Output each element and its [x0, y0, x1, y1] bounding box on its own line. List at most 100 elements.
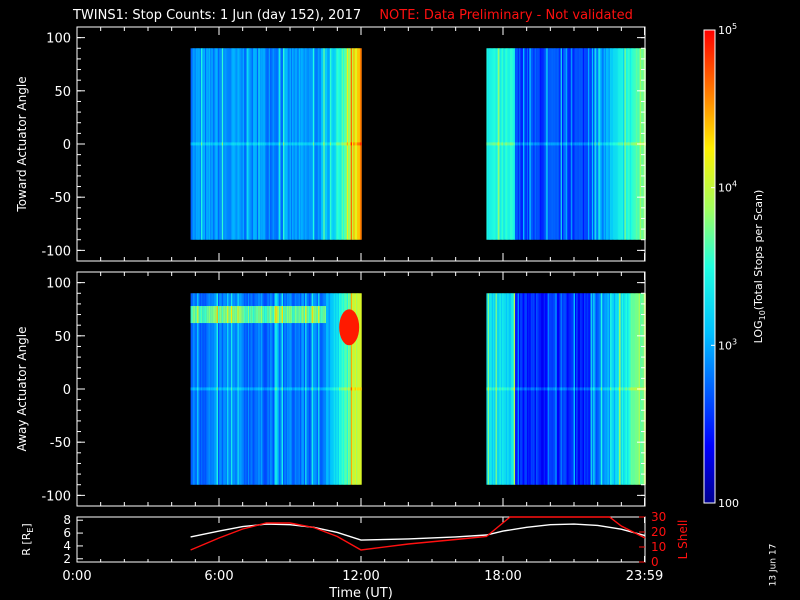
heatmap-zero-band	[571, 387, 573, 391]
heatmap-zero-band	[240, 142, 242, 146]
heatmap-zero-band	[558, 142, 560, 146]
heatmap-zero-band	[263, 387, 266, 391]
heatmap-zero-band	[558, 387, 560, 391]
heatmap-zero-band	[193, 387, 196, 391]
heatmap-zero-band	[273, 142, 276, 146]
heatmap-zero-band	[294, 387, 297, 391]
colorbar-tick-base: 10	[718, 182, 732, 195]
heatmap-high-band	[221, 306, 224, 324]
heatmap-zero-band	[279, 387, 282, 391]
heatmap-zero-band	[499, 387, 502, 391]
heatmap-zero-band	[542, 142, 545, 146]
heatmap-high-band	[220, 306, 223, 324]
heatmap-zero-band	[595, 387, 598, 391]
heatmap-zero-band	[322, 142, 324, 146]
heatmap-zero-band	[292, 142, 295, 146]
heatmap-zero-band	[508, 387, 511, 391]
heatmap-high-band	[322, 306, 324, 324]
heatmap-zero-band	[505, 142, 508, 146]
heatmap-zero-band	[285, 387, 288, 391]
heatmap-hot-spot	[339, 309, 360, 346]
heatmap-zero-band	[353, 142, 356, 146]
heatmap-zero-band	[494, 142, 497, 146]
heatmap-zero-band	[572, 387, 575, 391]
heatmap-zero-band	[513, 387, 516, 391]
heatmap-zero-band	[511, 142, 514, 146]
heatmap-zero-band	[546, 142, 549, 146]
heatmap-zero-band	[319, 142, 322, 146]
heatmap-high-band	[223, 306, 226, 324]
heatmap-zero-band	[503, 142, 506, 146]
heatmap-zero-band	[613, 142, 616, 146]
heatmap-zero-band	[530, 142, 533, 146]
heatmap-zero-band	[598, 142, 601, 146]
heatmap-high-band	[230, 306, 233, 324]
colorbar-tick-label: 104	[718, 180, 737, 195]
heatmap-zero-band	[298, 387, 301, 391]
heatmap-zero-band	[230, 142, 233, 146]
heatmap-zero-band	[233, 142, 236, 146]
heatmap-high-band	[267, 306, 270, 324]
heatmap-zero-band	[354, 387, 357, 391]
heatmap-zero-band	[568, 387, 571, 391]
heatmap-zero-band	[620, 387, 623, 391]
y2-axis-label: L Shell	[676, 520, 690, 560]
heatmap-zero-band	[216, 387, 219, 391]
heatmap-zero-band	[264, 387, 267, 391]
heatmap-zero-band	[581, 387, 584, 391]
heatmap-zero-band	[574, 387, 577, 391]
heatmap-zero-band	[355, 142, 358, 146]
heatmap-zero-band	[627, 387, 629, 391]
heatmap-high-band	[270, 306, 272, 324]
heatmap-zero-band	[256, 387, 259, 391]
heatmap-zero-band	[211, 387, 214, 391]
heatmap-zero-band	[249, 387, 252, 391]
heatmap-zero-band	[277, 387, 280, 391]
heatmap-high-band	[251, 306, 254, 324]
y-axis-label: Toward Actuator Angle	[15, 76, 29, 212]
heatmap-zero-band	[606, 142, 609, 146]
heatmap-zero-band	[633, 142, 636, 146]
heatmap-zero-band	[625, 387, 628, 391]
heatmap-zero-band	[312, 387, 315, 391]
heatmap-high-band	[306, 306, 309, 324]
heatmap-zero-band	[525, 142, 528, 146]
heatmap-zero-band	[352, 387, 354, 391]
heatmap-zero-band	[489, 387, 491, 391]
heatmap-zero-band	[559, 387, 562, 391]
heatmap-high-band	[310, 306, 313, 324]
heatmap-high-band	[225, 306, 228, 324]
heatmap-zero-band	[219, 142, 222, 146]
heatmap-zero-band	[546, 387, 549, 391]
heatmap-zero-band	[504, 387, 507, 391]
heatmap-zero-band	[341, 387, 344, 391]
heatmap-zero-band	[350, 387, 353, 391]
heatmap-zero-band	[556, 387, 559, 391]
heatmap-zero-band	[245, 387, 248, 391]
heatmap-high-band	[194, 306, 197, 324]
heatmap-zero-band	[555, 387, 558, 391]
heatmap-zero-band	[617, 142, 620, 146]
heatmap-zero-band	[288, 142, 291, 146]
heatmap-zero-band	[271, 142, 274, 146]
heatmap-zero-band	[487, 142, 490, 146]
heatmap-zero-band	[194, 387, 197, 391]
heatmap-zero-band	[309, 142, 311, 146]
heatmap-high-band	[206, 306, 209, 324]
heatmap-zero-band	[236, 142, 239, 146]
y-axis-label: Away Actuator Angle	[15, 326, 29, 451]
heatmap-zero-band	[538, 142, 541, 146]
heatmap-zero-band	[522, 387, 525, 391]
heatmap-zero-band	[310, 387, 313, 391]
heatmap-zero-band	[298, 142, 301, 146]
heatmap-zero-band	[616, 142, 619, 146]
heatmap-high-band	[301, 306, 304, 324]
heatmap-zero-band	[293, 142, 296, 146]
heatmap-high-band	[260, 306, 263, 324]
heatmap-zero-band	[329, 387, 332, 391]
heatmap-zero-band	[217, 387, 220, 391]
heatmap-zero-band	[197, 387, 200, 391]
heatmap-zero-band	[634, 142, 637, 146]
y-tick-label: -100	[41, 489, 71, 504]
